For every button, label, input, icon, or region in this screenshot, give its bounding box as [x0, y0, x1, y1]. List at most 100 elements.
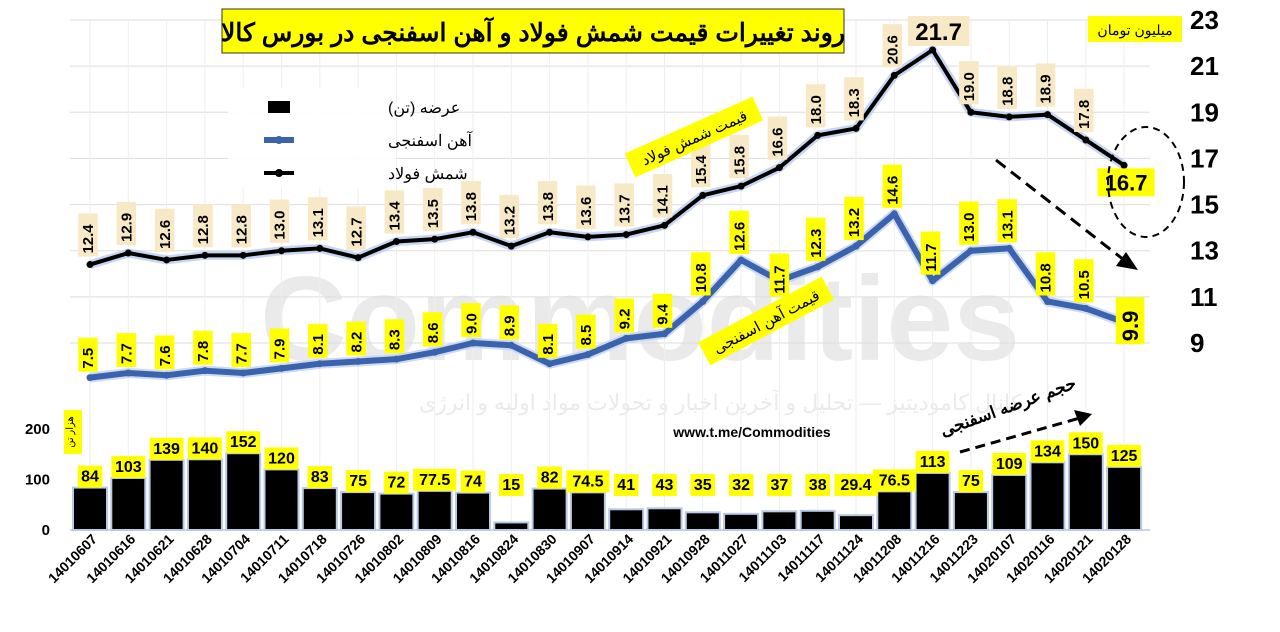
sponge-label-bg	[78, 337, 98, 372]
point-billet	[392, 237, 400, 245]
billet-label-text: 16.6	[770, 127, 787, 156]
point-billet	[890, 71, 898, 79]
sponge-label: 12.6	[729, 210, 749, 254]
billet-label-text: 12.8	[233, 215, 250, 244]
billet-label-text: 12.6	[157, 220, 174, 249]
sponge-label: 7.6	[154, 335, 175, 370]
billet-label: 13.2	[499, 194, 520, 239]
bar-label: 32	[728, 474, 754, 496]
bar	[1067, 453, 1104, 531]
bar	[991, 473, 1028, 531]
billet-label-bg	[805, 84, 826, 128]
legend: عرضه (تن) آهن اسفنجی شمش فولاد	[228, 88, 474, 188]
point-billet	[737, 182, 745, 190]
sponge-label: 13.1	[997, 199, 1017, 243]
sponge-label: 13.2	[844, 196, 864, 241]
bar-label-bg	[460, 470, 486, 493]
sponge-label-bg	[537, 323, 558, 358]
bar-label-bg	[652, 474, 677, 496]
bar-label-bg	[111, 455, 146, 478]
sponge-label: 8.2	[346, 321, 366, 356]
point-billet	[201, 251, 209, 259]
chart-title-text: روند تغییرات قیمت شمش فولاد و آهن اسفنجی…	[221, 16, 845, 48]
billet-label: 18.0	[805, 84, 826, 128]
sponge-label-bg	[691, 252, 711, 296]
sponge-label-bg	[882, 164, 903, 208]
price-trend-arrow	[995, 158, 1138, 270]
billet-label-text: 17.8	[1076, 100, 1093, 129]
billet-label-bg	[346, 206, 366, 250]
point-billet	[622, 231, 630, 239]
sponge-label: 10.8	[691, 252, 711, 296]
bar-label-text: 134	[1034, 443, 1061, 460]
billet-label: 12.8	[231, 204, 251, 248]
bar-label: 134	[1030, 440, 1065, 463]
billet-label-bg	[691, 144, 711, 188]
billet-label-bg	[269, 199, 290, 243]
bar-label-bg	[834, 474, 878, 496]
bar-label-text: 120	[268, 450, 295, 467]
price-axis: 9 11 13 15 17 19 21 23	[1190, 5, 1219, 358]
sponge-label-bg	[729, 210, 749, 254]
point-sponge	[814, 263, 822, 271]
billet-label-bg	[461, 181, 481, 225]
sponge-label: 8.3	[384, 319, 405, 354]
billet-label-bg	[576, 185, 596, 229]
bar-label-text: 82	[541, 470, 559, 487]
sponge-label-bg	[154, 335, 175, 370]
sponge-label-text: 8.9	[502, 315, 519, 336]
bar-label: 74.5	[566, 470, 610, 493]
sponge-label-bg	[844, 196, 864, 241]
point-sponge	[469, 339, 477, 347]
billet-label-last: 16.7	[1097, 168, 1155, 197]
bar-label: 75	[958, 470, 984, 493]
bar-label: 113	[915, 450, 950, 473]
legend-label-billet: شمش فولاد	[388, 166, 468, 183]
bar	[455, 491, 491, 532]
bar-label-bg	[77, 465, 103, 488]
billet-label-bg	[384, 190, 405, 234]
bar-label-bg	[805, 474, 830, 496]
bar	[340, 491, 377, 531]
sponge-label: 14.6	[882, 164, 903, 208]
bar-axis-tick: 0	[42, 522, 50, 539]
bar-label: 74	[460, 470, 486, 493]
bar-label: 120	[264, 447, 299, 470]
billet-label-bg	[767, 116, 788, 160]
billet-label-text: 13.6	[578, 197, 595, 226]
bar-label-bg	[992, 452, 1027, 475]
point-billet	[354, 254, 362, 262]
bar-label-text: 35	[694, 477, 712, 494]
bar	[761, 510, 798, 532]
sponge-label-text: 10.5	[1076, 270, 1093, 299]
sponge-label: 11.7	[769, 253, 790, 297]
x-axis: 1401060714010616140106211401062814010704…	[45, 531, 1135, 587]
billet-label-text: 18.8	[999, 77, 1016, 106]
billet-label: 13.7	[614, 183, 634, 227]
bar-label: 77.5	[413, 468, 457, 491]
sponge-label-text: 13.1	[999, 210, 1016, 239]
bar-label-text: 41	[617, 477, 635, 494]
bar-label-text: 75	[962, 473, 980, 490]
sponge-label: 8.1	[537, 323, 558, 358]
sponge-label-text: 9.0	[463, 313, 480, 334]
sponge-label: 7.7	[116, 333, 137, 367]
bar-label: 41	[613, 474, 639, 496]
bar-label-bg	[872, 469, 916, 492]
sponge-label: 13.0	[959, 201, 979, 245]
price-axis-tick: 15	[1190, 190, 1219, 220]
bar	[186, 458, 223, 531]
sponge-label: 10.5	[1074, 259, 1094, 303]
bar-label-bg	[413, 468, 457, 491]
price-axis-tick: 9	[1190, 328, 1204, 358]
billet-label-bg	[78, 213, 98, 257]
bar	[378, 492, 415, 532]
sponge-label-last-text: 9.9	[1118, 311, 1143, 342]
bar-label-bg	[226, 431, 261, 454]
legend-marker-sponge	[275, 136, 283, 144]
bar	[263, 468, 300, 531]
billet-label-text: 19.0	[961, 72, 978, 101]
unit-label: میلیون تومان	[1088, 16, 1182, 42]
point-billet	[1005, 113, 1013, 121]
bar-label: 82	[537, 466, 562, 489]
